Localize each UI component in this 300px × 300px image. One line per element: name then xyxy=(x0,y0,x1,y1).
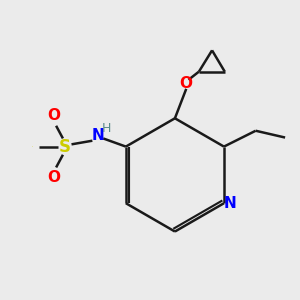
Text: O: O xyxy=(47,108,60,123)
Text: O: O xyxy=(47,170,60,185)
Text: S: S xyxy=(59,138,71,156)
Text: O: O xyxy=(180,76,193,91)
Text: N: N xyxy=(92,128,104,143)
Text: H: H xyxy=(101,122,111,135)
Text: N: N xyxy=(224,196,236,211)
